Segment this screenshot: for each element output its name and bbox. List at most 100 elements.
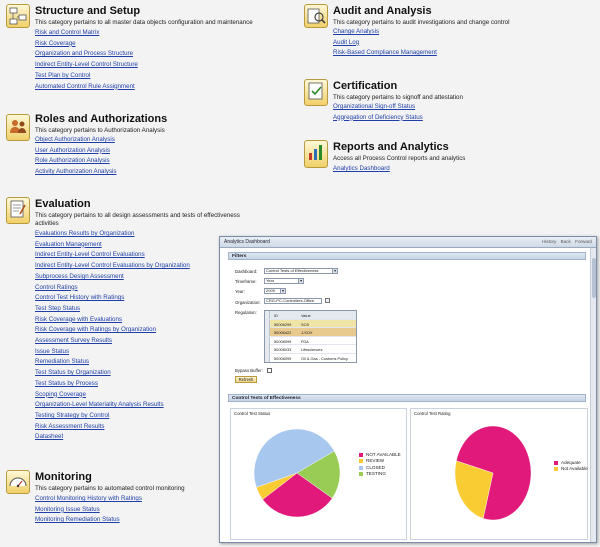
legend-item: Not Available (554, 466, 588, 472)
report-link[interactable]: Audit Log (333, 38, 360, 46)
category-link-item: Control Ratings (35, 283, 190, 294)
category-link-item: Organization-Level Materiality Analysis … (35, 400, 190, 411)
category-description: This category pertains to all master dat… (35, 19, 253, 26)
pie-slice-not-available[interactable] (262, 472, 333, 518)
report-link[interactable]: Subprocess Design Assessment (35, 272, 124, 280)
category-title: Structure and Setup (35, 5, 141, 17)
row-selector[interactable] (265, 345, 270, 353)
report-link[interactable]: Aggregation of Deficiency Status (333, 113, 423, 121)
table-row[interactable]: 50006299 SOX (265, 319, 356, 328)
legend-swatch (359, 453, 363, 457)
report-link[interactable]: Control Ratings (35, 283, 78, 291)
report-link[interactable]: Monitoring Remediation Status (35, 516, 120, 524)
report-link[interactable]: Risk and Control Matrix (35, 29, 100, 36)
dashboard-select[interactable]: Control Tests of Effectiveness ▼ (264, 268, 338, 274)
category-link-item: Datasheet (35, 432, 190, 443)
report-link[interactable]: Risk Coverage with Ratings by Organizati… (35, 326, 157, 334)
row-selector[interactable] (265, 336, 270, 345)
report-link[interactable]: Assessment Survey Results (35, 337, 113, 345)
category-evaluation: Evaluation This category pertains to all… (6, 197, 286, 457)
category-link-item: Role Authorization Analysis (35, 156, 117, 167)
report-link[interactable]: Test Plan by Control (35, 71, 91, 79)
table-row[interactable]: 50006422 J-SOX (265, 328, 356, 337)
category-link-item: Monitoring Issue Status (35, 505, 142, 516)
category-link-item: Risk Coverage with Evaluations (35, 315, 190, 326)
forward-button[interactable]: Forward (575, 239, 592, 244)
regulation-table[interactable]: ID Value 50006299 SOX 50006422 J-SOX 50008… (264, 310, 357, 363)
category-title: Certification (333, 80, 398, 92)
report-link[interactable]: Analytics Dashboard (333, 165, 390, 172)
category-link-item: Activity Authorization Analysis (35, 167, 117, 178)
history-button[interactable]: History (542, 239, 557, 244)
report-link[interactable]: Remediation Status (35, 358, 89, 366)
legend-swatch (554, 461, 558, 465)
report-link[interactable]: Evaluation Management (35, 240, 102, 248)
chart-title: Control Test Status (234, 411, 271, 416)
chart-legend: Adequate Not Available (554, 460, 588, 473)
category-link-item: Subprocess Design Assessment (35, 272, 190, 283)
table-row[interactable]: 50008099 Oil & Gas - Customs Policy (265, 353, 356, 363)
report-link[interactable]: Object Authorization Analysis (35, 136, 115, 143)
copy-icon[interactable] (325, 298, 330, 303)
pie-slice-testing[interactable] (296, 450, 341, 499)
report-link[interactable]: Test Step Status (35, 304, 81, 312)
report-link[interactable]: Indirect Entity-Level Control Evaluation… (35, 262, 190, 270)
pie-slice-closed[interactable] (253, 428, 335, 488)
report-link[interactable]: Change Analysis (333, 28, 380, 35)
window-nav: History Back Forward (539, 239, 592, 244)
report-link[interactable]: Scoping Coverage (35, 390, 86, 398)
report-link[interactable]: Control Monitoring History with Ratings (35, 495, 142, 502)
row-selector[interactable] (265, 319, 270, 328)
report-link[interactable]: Risk Assessment Results (35, 422, 105, 430)
report-link[interactable]: Control Test History with Ratings (35, 294, 125, 302)
control-test-status-chart (253, 428, 341, 518)
report-link[interactable]: Risk Coverage with Evaluations (35, 315, 123, 323)
row-selector[interactable] (265, 353, 270, 362)
back-button[interactable]: Back (560, 239, 571, 244)
report-link[interactable]: Activity Authorization Analysis (35, 168, 117, 176)
row-selector[interactable] (265, 328, 270, 336)
bypass-buffer-checkbox[interactable] (267, 368, 272, 373)
category-description: This category pertains to signoff and at… (333, 94, 463, 101)
refresh-button[interactable]: Refresh (235, 376, 257, 383)
window-scrollbar[interactable] (590, 248, 596, 542)
organization-label: Organization: (235, 300, 261, 305)
control-test-rating-chart (454, 425, 532, 521)
report-link[interactable]: Testing Strategy by Control (35, 411, 110, 419)
report-link[interactable]: Risk-Based Compliance Management (333, 49, 437, 57)
pie-slice-not-available[interactable] (454, 460, 494, 519)
category-link-item: User Authorization Analysis (35, 146, 117, 157)
timeframe-select[interactable]: Year ▼ (264, 278, 304, 284)
charts-header[interactable]: Control Tests of Effectiveness (228, 394, 586, 402)
report-link[interactable]: Organization-Level Materiality Analysis … (35, 401, 164, 409)
pie-slice-adequate[interactable] (456, 425, 532, 521)
report-link[interactable]: Test Status by Process (35, 379, 98, 387)
table-row[interactable]: 50008099 FDA (265, 336, 356, 345)
report-link[interactable]: Organization and Process Structure (35, 50, 134, 58)
analytics-dashboard-window: Analytics Dashboard History Back Forward… (219, 236, 597, 543)
report-link[interactable]: Datasheet (35, 433, 64, 441)
report-link[interactable]: Risk Coverage (35, 39, 76, 47)
legend-swatch (359, 465, 363, 470)
report-link[interactable]: Issue Status (35, 347, 70, 355)
scrollbar-thumb[interactable] (592, 258, 596, 298)
legend-swatch (554, 467, 558, 472)
year-select[interactable]: 2009 ▼ (264, 288, 286, 294)
report-link[interactable]: User Authorization Analysis (35, 146, 110, 154)
report-link[interactable]: Test Status by Organization (35, 369, 111, 377)
category-link-item: Control Monitoring History with Ratings (35, 494, 142, 505)
chart-title: Control Test Rating (414, 411, 451, 416)
category-link-item: Risk Assessment Results (35, 422, 190, 433)
table-row[interactable]: 50008033 Lifesciences (265, 345, 356, 354)
report-link[interactable]: Organizational Sign-off Status (333, 103, 416, 110)
report-link[interactable]: Monitoring Issue Status (35, 505, 100, 513)
report-link[interactable]: Indirect Entity-Level Control Evaluation… (35, 251, 145, 259)
window-titlebar: Analytics Dashboard History Back Forward (220, 237, 596, 248)
report-link[interactable]: Role Authorization Analysis (35, 157, 110, 165)
filters-header-label: Filters (232, 253, 247, 259)
report-link[interactable]: Automated Control Rule Assignment (35, 82, 135, 90)
report-link[interactable]: Evaluations Results by Organization (35, 230, 135, 237)
organization-field[interactable]: CRG-PC-Controllers-Office (264, 298, 322, 304)
filters-header[interactable]: Filters (228, 252, 586, 260)
report-link[interactable]: Indirect Entity-Level Control Structure (35, 61, 138, 69)
